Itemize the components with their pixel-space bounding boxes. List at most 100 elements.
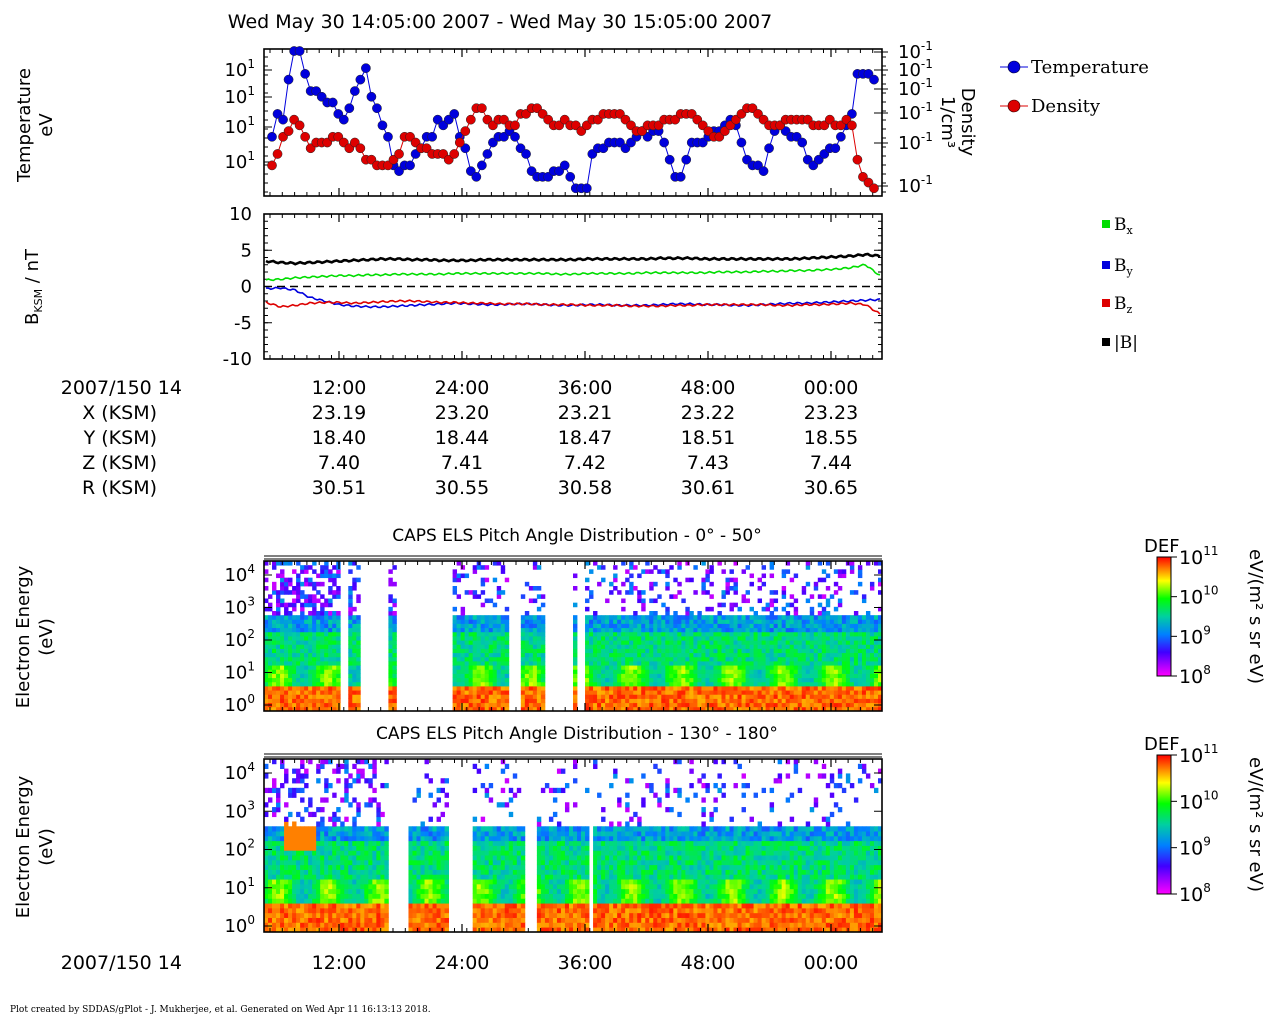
spectrogram-cell xyxy=(761,665,767,670)
spectrogram-cell xyxy=(753,656,758,662)
spectrogram-cell xyxy=(268,883,273,890)
spectrogram-cell xyxy=(805,656,811,662)
spectrogram-cell xyxy=(745,631,750,637)
spectrogram-cell xyxy=(793,661,799,666)
spectrogram-cell xyxy=(420,826,425,832)
spectrogram-cell xyxy=(813,681,819,687)
spectrogram-cell xyxy=(436,907,441,914)
plasma-moments-series xyxy=(267,46,879,194)
spectrogram-cell xyxy=(761,706,767,712)
spectrogram-cell xyxy=(388,698,393,704)
spectrogram-cell xyxy=(304,648,309,654)
spectrogram-cell xyxy=(308,879,313,885)
spectrogram-cell xyxy=(709,648,714,654)
spectrogram-cell xyxy=(857,623,863,629)
spectrogram-cell xyxy=(841,706,847,712)
spectrogram-cell xyxy=(801,656,807,662)
spectrogram-cell xyxy=(384,855,389,861)
spectrogram-cell xyxy=(753,669,758,674)
spectrogram-cell xyxy=(320,835,325,842)
spectrogram-cell xyxy=(440,864,445,870)
spectrogram-cell xyxy=(657,652,662,658)
spectrogram-cell xyxy=(316,855,321,861)
spectrogram-cell xyxy=(468,656,474,662)
spectrogram-cell xyxy=(308,864,313,870)
spectrogram-cell xyxy=(496,922,502,928)
spectrogram-cell xyxy=(368,888,373,894)
spectrogram-cell xyxy=(761,644,767,649)
spectrogram-cell xyxy=(416,826,421,832)
spectrogram-cell xyxy=(741,636,746,641)
spectrogram-cell xyxy=(725,690,730,695)
spectrogram-cell xyxy=(328,759,333,765)
ephemeris-table: 2007/150 14 12:00 24:00 36:00 48:00 00:00 X … xyxy=(61,377,859,499)
spectrogram-cell xyxy=(464,590,470,595)
spectrogram-cell xyxy=(484,922,490,928)
spectrogram-cell xyxy=(440,826,445,832)
spectrogram-cell xyxy=(865,698,871,704)
spectrogram-cell xyxy=(520,874,526,880)
spectrogram-cell xyxy=(460,644,466,649)
ephemeris-value: 23.20 xyxy=(435,402,489,424)
spectrogram-cell xyxy=(809,656,815,662)
spectrogram-cell xyxy=(829,702,835,708)
spectrogram-cell xyxy=(789,640,795,645)
spectrogram-cell xyxy=(597,698,602,704)
spectrogram-cell xyxy=(480,565,486,570)
spectrogram-cell xyxy=(709,673,714,679)
spectrogram-cell xyxy=(300,690,305,695)
spectrogram-cell xyxy=(464,644,470,649)
spectrogram-cell xyxy=(376,859,381,866)
spectrogram-cell xyxy=(821,648,827,654)
spectrogram-cell xyxy=(641,694,646,699)
spectrogram-cell xyxy=(593,702,598,708)
ephemeris-value: 7.42 xyxy=(564,452,606,474)
spectrogram-cell xyxy=(548,845,554,851)
spectrogram-cell xyxy=(629,619,634,624)
spectrogram-cell xyxy=(869,615,875,620)
spectrogram-cell xyxy=(817,577,823,583)
spectrogram-cell xyxy=(697,648,702,654)
spectrogram-cell xyxy=(472,859,478,866)
spectrogram-cell xyxy=(741,652,746,658)
spectrogram-cell xyxy=(857,573,863,579)
spectrogram-cell xyxy=(625,577,630,583)
spectrogram-cell xyxy=(480,690,486,695)
spectrogram-cell xyxy=(348,698,353,704)
spectrogram-cell xyxy=(496,874,502,880)
spectrogram-cell xyxy=(312,698,317,704)
spectrogram-cell xyxy=(280,677,285,683)
spectrogram-cell xyxy=(440,879,445,885)
spectrogram-cell xyxy=(721,627,726,633)
spectrogram-cell xyxy=(512,888,518,894)
spectrogram-cell xyxy=(496,912,502,918)
spectrogram-cell xyxy=(292,694,297,699)
spectrogram-cell xyxy=(717,602,722,608)
spectrogram-cell xyxy=(657,677,662,683)
spectrogram-cell xyxy=(669,665,674,670)
spectrogram-cell xyxy=(508,826,514,832)
spectrogram-cell xyxy=(328,859,333,866)
spectrogram-cell xyxy=(496,698,502,704)
spectrogram-cell xyxy=(496,694,502,699)
spectrogram-cell xyxy=(372,888,377,894)
spectrogram-cell xyxy=(817,640,823,645)
spectrogram-cell xyxy=(725,623,730,629)
spectrogram-cell xyxy=(504,606,510,612)
spectrogram-cell xyxy=(296,631,301,637)
spectrogram-cell xyxy=(388,631,393,637)
spectrogram-cell xyxy=(785,648,791,654)
spectrogram-cell xyxy=(841,623,847,629)
spectrogram-cell xyxy=(697,698,702,704)
spectrogram-cell xyxy=(452,590,458,595)
pitch-angle-130-180-panel: CAPS ELS Pitch Angle Distribution - 130°… xyxy=(13,724,1266,937)
spectrogram-cell xyxy=(308,869,313,875)
spectrogram-cell xyxy=(749,694,754,699)
spectrogram-cell xyxy=(336,831,341,837)
spectrogram-cell xyxy=(793,644,799,649)
spectrogram-cell xyxy=(649,686,654,691)
spectrogram-cell xyxy=(320,826,325,832)
spectrogram-cell xyxy=(741,661,746,666)
spectrogram-cell xyxy=(677,581,682,587)
spectrogram-cell xyxy=(332,573,337,579)
